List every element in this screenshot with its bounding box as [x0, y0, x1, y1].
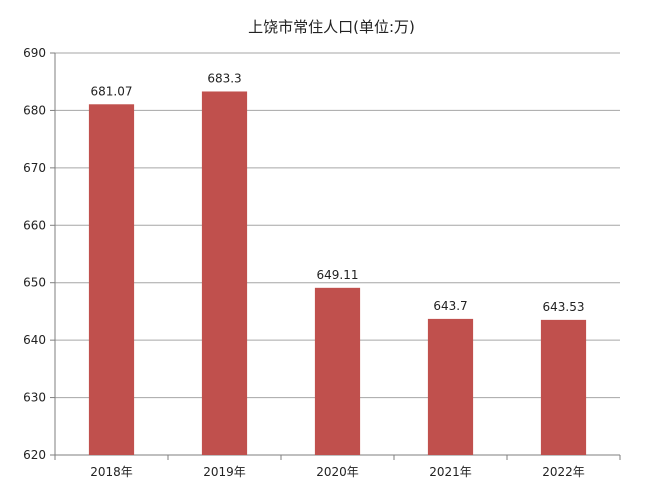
- x-tick-label: 2021年: [429, 465, 472, 479]
- chart-title: 上饶市常住人口(单位:万): [248, 18, 415, 36]
- y-tick-label: 690: [23, 46, 46, 60]
- bar-2019年: [201, 91, 248, 455]
- x-tick-label: 2022年: [542, 465, 585, 479]
- data-label: 649.11: [317, 268, 359, 282]
- bar-2021年: [427, 318, 474, 455]
- labels: 620 630 640 650 660 670 680 690 681.07 2018年 683.3…: [23, 46, 585, 479]
- data-label: 683.3: [207, 71, 241, 85]
- y-tick-label: 660: [23, 218, 46, 232]
- data-label: 681.07: [91, 84, 133, 98]
- y-tick-label: 630: [23, 391, 46, 405]
- bar-2020年: [314, 287, 361, 455]
- x-tick-label: 2019年: [203, 465, 246, 479]
- x-tick-label: 2018年: [90, 465, 133, 479]
- y-tick-label: 650: [23, 276, 46, 290]
- bars: [88, 91, 587, 455]
- x-tick-label: 2020年: [316, 465, 359, 479]
- y-tick-label: 670: [23, 161, 46, 175]
- y-tick-label: 640: [23, 333, 46, 347]
- data-label: 643.7: [433, 299, 467, 313]
- bar-2018年: [88, 104, 135, 455]
- y-tick-label: 680: [23, 103, 46, 117]
- bar-2022年: [540, 319, 587, 455]
- y-tick-label: 620: [23, 448, 46, 462]
- data-label: 643.53: [543, 300, 585, 314]
